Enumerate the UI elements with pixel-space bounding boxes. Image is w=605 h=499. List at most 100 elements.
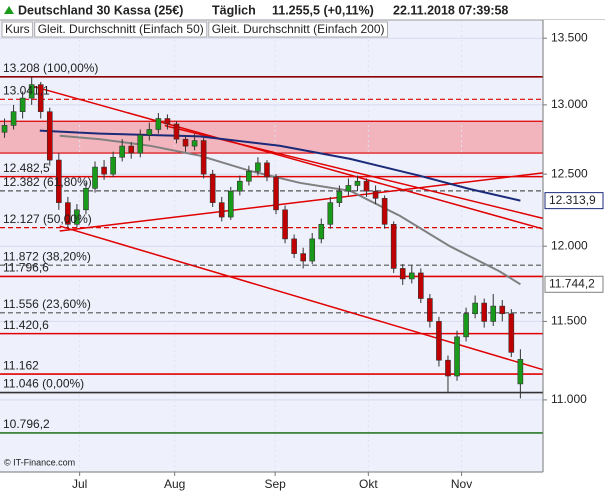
candle-body [300, 253, 306, 262]
candle-body [354, 180, 361, 186]
candle-body [264, 162, 270, 178]
candles [1, 76, 524, 399]
candle-body [445, 359, 451, 377]
candle-body [490, 305, 497, 322]
candle-body [173, 123, 180, 140]
level-label: 10.796,2 [3, 417, 50, 431]
candle-body [463, 313, 469, 338]
candle-body [101, 166, 107, 175]
candle-body [381, 198, 388, 225]
level-label: 13.041,1 [3, 83, 50, 97]
level-label: 11.796,6 [3, 261, 49, 275]
candle-body [390, 223, 397, 269]
candle-body [508, 313, 515, 353]
level-label: 11.556 (23,60%) [3, 297, 91, 311]
level-labels: 13.208 (100,00%) 13.041,1 12.482,512.382 (… [3, 61, 98, 431]
trendline [29, 84, 544, 230]
zones [0, 121, 543, 154]
candle-body [237, 180, 243, 192]
level-label: 12.382 (61,80%) [3, 175, 92, 189]
y-tick-label: 13.500 [551, 30, 588, 44]
candle-body [74, 209, 80, 225]
candle-body [28, 84, 35, 99]
y-tick-label: 13.000 [551, 97, 588, 111]
level-label: 11.420,6 [3, 318, 49, 332]
candle-body [427, 298, 433, 322]
moving-average [59, 134, 521, 286]
y-tick-label: 12.000 [551, 238, 588, 252]
candle-body [37, 84, 44, 112]
candle-body [119, 145, 125, 158]
instrument-title: Deutschland 30 Kassa (25€) [18, 3, 183, 17]
candle-body [336, 190, 343, 203]
candle-body [282, 209, 288, 240]
zone [0, 121, 543, 154]
header-bar [0, 0, 605, 20]
y-tick-label: 11.500 [551, 314, 587, 328]
legend: Kurs Gleit. Durchschnitt (Einfach 50) Glei… [1, 21, 389, 38]
candle-body [137, 134, 144, 154]
x-tick-label: Jul [72, 477, 87, 491]
level-label: 12.482,5 [3, 161, 50, 175]
price-tag [544, 275, 604, 293]
trendlines [29, 84, 544, 371]
last-price: 11.255,5 (+0,11%) [272, 3, 374, 17]
candle-body [218, 202, 225, 218]
candle-body [92, 166, 98, 189]
candle-body [83, 188, 89, 211]
candle-body [408, 272, 415, 280]
legend-entry: Gleit. Durchschnitt (Einfach 50) [38, 22, 204, 36]
candle-body [399, 268, 406, 280]
axes: 11.000 11.500 12.000 12.500 13.000 13.500 Jul A… [72, 30, 604, 491]
candle-body [1, 125, 8, 133]
level-label: 11.162 [3, 358, 39, 372]
x-tick-label: Nov [451, 477, 472, 491]
candle-body [454, 336, 460, 377]
timestamp: 22.11.2018 07:39:58 [393, 3, 508, 17]
price-tag [544, 192, 604, 210]
price-tag-label: 11.744,2 [549, 276, 595, 290]
candle-body [372, 190, 379, 199]
candle-body [128, 145, 135, 154]
level-label: 11.872 (38,20%) [3, 249, 91, 263]
candle-body [46, 111, 53, 161]
legend-box [208, 21, 389, 38]
x-tick-label: Aug [164, 477, 185, 491]
candle-body [246, 171, 252, 182]
candle-body [436, 321, 442, 361]
candle-body [318, 223, 325, 240]
level-label: 13.208 (100,00%) [3, 61, 98, 75]
candle-body [56, 159, 62, 203]
trendline [59, 225, 544, 371]
candle-body [10, 111, 17, 126]
candle-body [345, 185, 352, 192]
legend-box [1, 21, 34, 38]
right-axis-area [543, 20, 605, 494]
candle-body [19, 97, 26, 112]
trendline [164, 124, 544, 220]
levels [0, 76, 543, 434]
candle-body [517, 359, 524, 385]
candle-body [146, 129, 153, 136]
candle-body [110, 156, 116, 175]
candle-body [200, 140, 207, 175]
candle-body [327, 202, 334, 225]
legend-entry: Gleit. Durchschnitt (Einfach 200) [212, 22, 385, 36]
candle-body [291, 238, 297, 254]
candle-body [155, 118, 162, 130]
y-tick-label: 12.500 [551, 166, 588, 180]
interval: Täglich [212, 3, 256, 17]
x-tick-label: Sep [264, 477, 286, 491]
x-tick-label: Okt [359, 477, 378, 491]
candle-body [65, 202, 71, 225]
grid [0, 20, 543, 472]
candle-body [418, 272, 424, 299]
price-tag-label: 12.313,9 [549, 193, 596, 207]
candle-body [227, 190, 234, 218]
y-tick-label: 11.000 [551, 392, 587, 406]
candle-body [255, 162, 261, 172]
legend-box [34, 21, 208, 38]
moving-averages [39, 129, 521, 286]
trend-icon [4, 6, 14, 14]
